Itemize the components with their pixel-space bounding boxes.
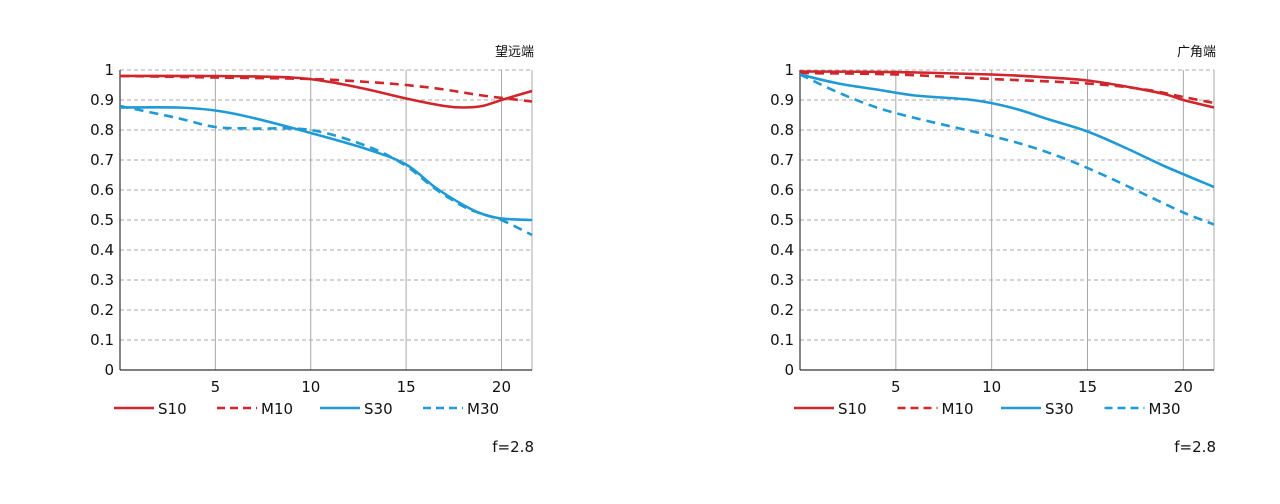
chart-title: 广角端 xyxy=(1177,45,1216,60)
y-tick-label: 0.3 xyxy=(770,271,794,289)
y-tick-label: 0.4 xyxy=(770,241,794,259)
y-tick-label: 1 xyxy=(104,61,114,79)
chart-wide: 00.10.20.30.40.50.60.70.80.915 10 15 20广角端S… xyxy=(770,45,1216,456)
y-tick-label: 0.1 xyxy=(770,331,794,349)
x-tick-label: 5 xyxy=(891,378,901,396)
legend-label-s30: S30 xyxy=(1045,400,1074,418)
x-tick-label: 20 xyxy=(1174,378,1193,396)
legend-label-m30: M30 xyxy=(467,400,499,418)
y-tick-label: 1 xyxy=(784,61,794,79)
series-line-s10 xyxy=(120,74,532,109)
legend-label-m10: M10 xyxy=(261,400,293,418)
series-line-s30 xyxy=(800,73,1214,189)
legend-label-s10: S10 xyxy=(838,400,867,418)
y-tick-label: 0.5 xyxy=(770,211,794,229)
y-tick-label: 0.3 xyxy=(90,271,114,289)
aperture-label: f=2.8 xyxy=(1174,438,1216,456)
legend-label-m30: M30 xyxy=(1149,400,1181,418)
x-tick-label: 15 xyxy=(397,378,416,396)
series-line-m10 xyxy=(800,71,1214,105)
x-tick-label: 10 xyxy=(982,378,1001,396)
x-tick-label: 5 xyxy=(211,378,221,396)
aperture-label: f=2.8 xyxy=(492,438,534,456)
y-tick-label: 0.4 xyxy=(90,241,114,259)
legend-label-s30: S30 xyxy=(364,400,393,418)
series-line-s30 xyxy=(120,105,532,222)
series-line-s10 xyxy=(800,70,1214,109)
chart-telephoto: 00.10.20.30.40.50.60.70.80.915 10 15 20望远端S… xyxy=(90,44,534,456)
x-tick-label: 15 xyxy=(1078,378,1097,396)
y-tick-label: 0.9 xyxy=(770,91,794,109)
y-tick-label: 0.2 xyxy=(770,301,794,319)
y-tick-label: 0.7 xyxy=(770,151,794,169)
y-tick-label: 0.7 xyxy=(90,151,114,169)
series-line-m10 xyxy=(120,74,532,103)
series-line-m30 xyxy=(800,73,1214,226)
series-line-m30 xyxy=(120,104,532,237)
y-tick-label: 0.8 xyxy=(770,121,794,139)
legend-label-s10: S10 xyxy=(158,400,187,418)
chart-title: 望远端 xyxy=(495,44,534,60)
x-tick-label: 20 xyxy=(492,378,511,396)
y-tick-label: 0.6 xyxy=(770,181,794,199)
y-tick-label: 0 xyxy=(784,361,794,379)
y-tick-label: 0.8 xyxy=(90,121,114,139)
y-tick-label: 0.6 xyxy=(90,181,114,199)
x-tick-label: 10 xyxy=(301,378,320,396)
y-tick-label: 0 xyxy=(104,361,114,379)
legend-label-m10: M10 xyxy=(942,400,974,418)
y-tick-label: 0.5 xyxy=(90,211,114,229)
y-tick-label: 0.2 xyxy=(90,301,114,319)
y-tick-label: 0.9 xyxy=(90,91,114,109)
y-tick-label: 0.1 xyxy=(90,331,114,349)
